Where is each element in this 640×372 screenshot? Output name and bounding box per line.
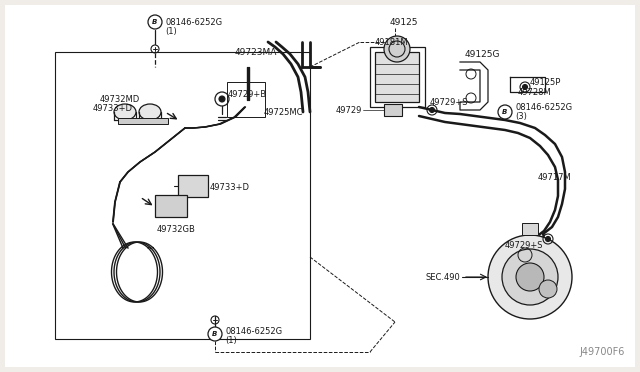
Text: 49728M: 49728M — [518, 87, 552, 96]
Text: 49125: 49125 — [390, 17, 419, 26]
Bar — [522, 223, 538, 235]
Circle shape — [488, 235, 572, 319]
Circle shape — [539, 280, 557, 298]
Text: 49729+S: 49729+S — [505, 241, 543, 250]
Text: 49725MC: 49725MC — [264, 108, 303, 116]
Ellipse shape — [139, 104, 161, 120]
Text: 08146-6252G: 08146-6252G — [225, 327, 282, 337]
Text: B: B — [502, 109, 508, 115]
Bar — [55, 52, 310, 339]
Text: 49729+S: 49729+S — [430, 97, 468, 106]
Text: (3): (3) — [515, 112, 527, 121]
Text: J49700F6: J49700F6 — [580, 347, 625, 357]
Circle shape — [219, 96, 225, 102]
Text: 49729: 49729 — [335, 106, 362, 115]
Circle shape — [498, 105, 512, 119]
Bar — [375, 52, 419, 102]
Text: 49125P: 49125P — [530, 77, 561, 87]
Text: 49732MD: 49732MD — [100, 94, 140, 103]
Circle shape — [208, 327, 222, 341]
Bar — [118, 118, 168, 124]
Bar — [227, 82, 265, 117]
Circle shape — [384, 36, 410, 62]
Bar — [155, 195, 187, 217]
Text: (1): (1) — [165, 26, 177, 35]
Text: 49733+D: 49733+D — [210, 183, 250, 192]
Circle shape — [429, 108, 435, 112]
Circle shape — [516, 263, 544, 291]
Circle shape — [148, 15, 162, 29]
Text: 08146-6252G: 08146-6252G — [515, 103, 572, 112]
Circle shape — [545, 237, 550, 241]
Bar — [370, 47, 425, 107]
Text: 08146-6252G: 08146-6252G — [165, 17, 222, 26]
Text: 49729+B: 49729+B — [228, 90, 267, 99]
Text: 49733+D: 49733+D — [93, 103, 133, 112]
Text: 49181M: 49181M — [375, 38, 408, 46]
Circle shape — [502, 249, 558, 305]
Text: 49717M: 49717M — [538, 173, 572, 182]
Text: B: B — [212, 331, 218, 337]
Ellipse shape — [114, 104, 136, 120]
Circle shape — [522, 84, 527, 90]
Text: B: B — [152, 19, 157, 25]
Bar — [178, 175, 208, 197]
Text: 49125G: 49125G — [465, 49, 500, 58]
Text: 49723MA: 49723MA — [235, 48, 277, 57]
Text: 49732GB: 49732GB — [157, 224, 196, 234]
Bar — [384, 104, 402, 116]
Text: (1): (1) — [225, 337, 237, 346]
Text: SEC.490: SEC.490 — [425, 273, 460, 282]
